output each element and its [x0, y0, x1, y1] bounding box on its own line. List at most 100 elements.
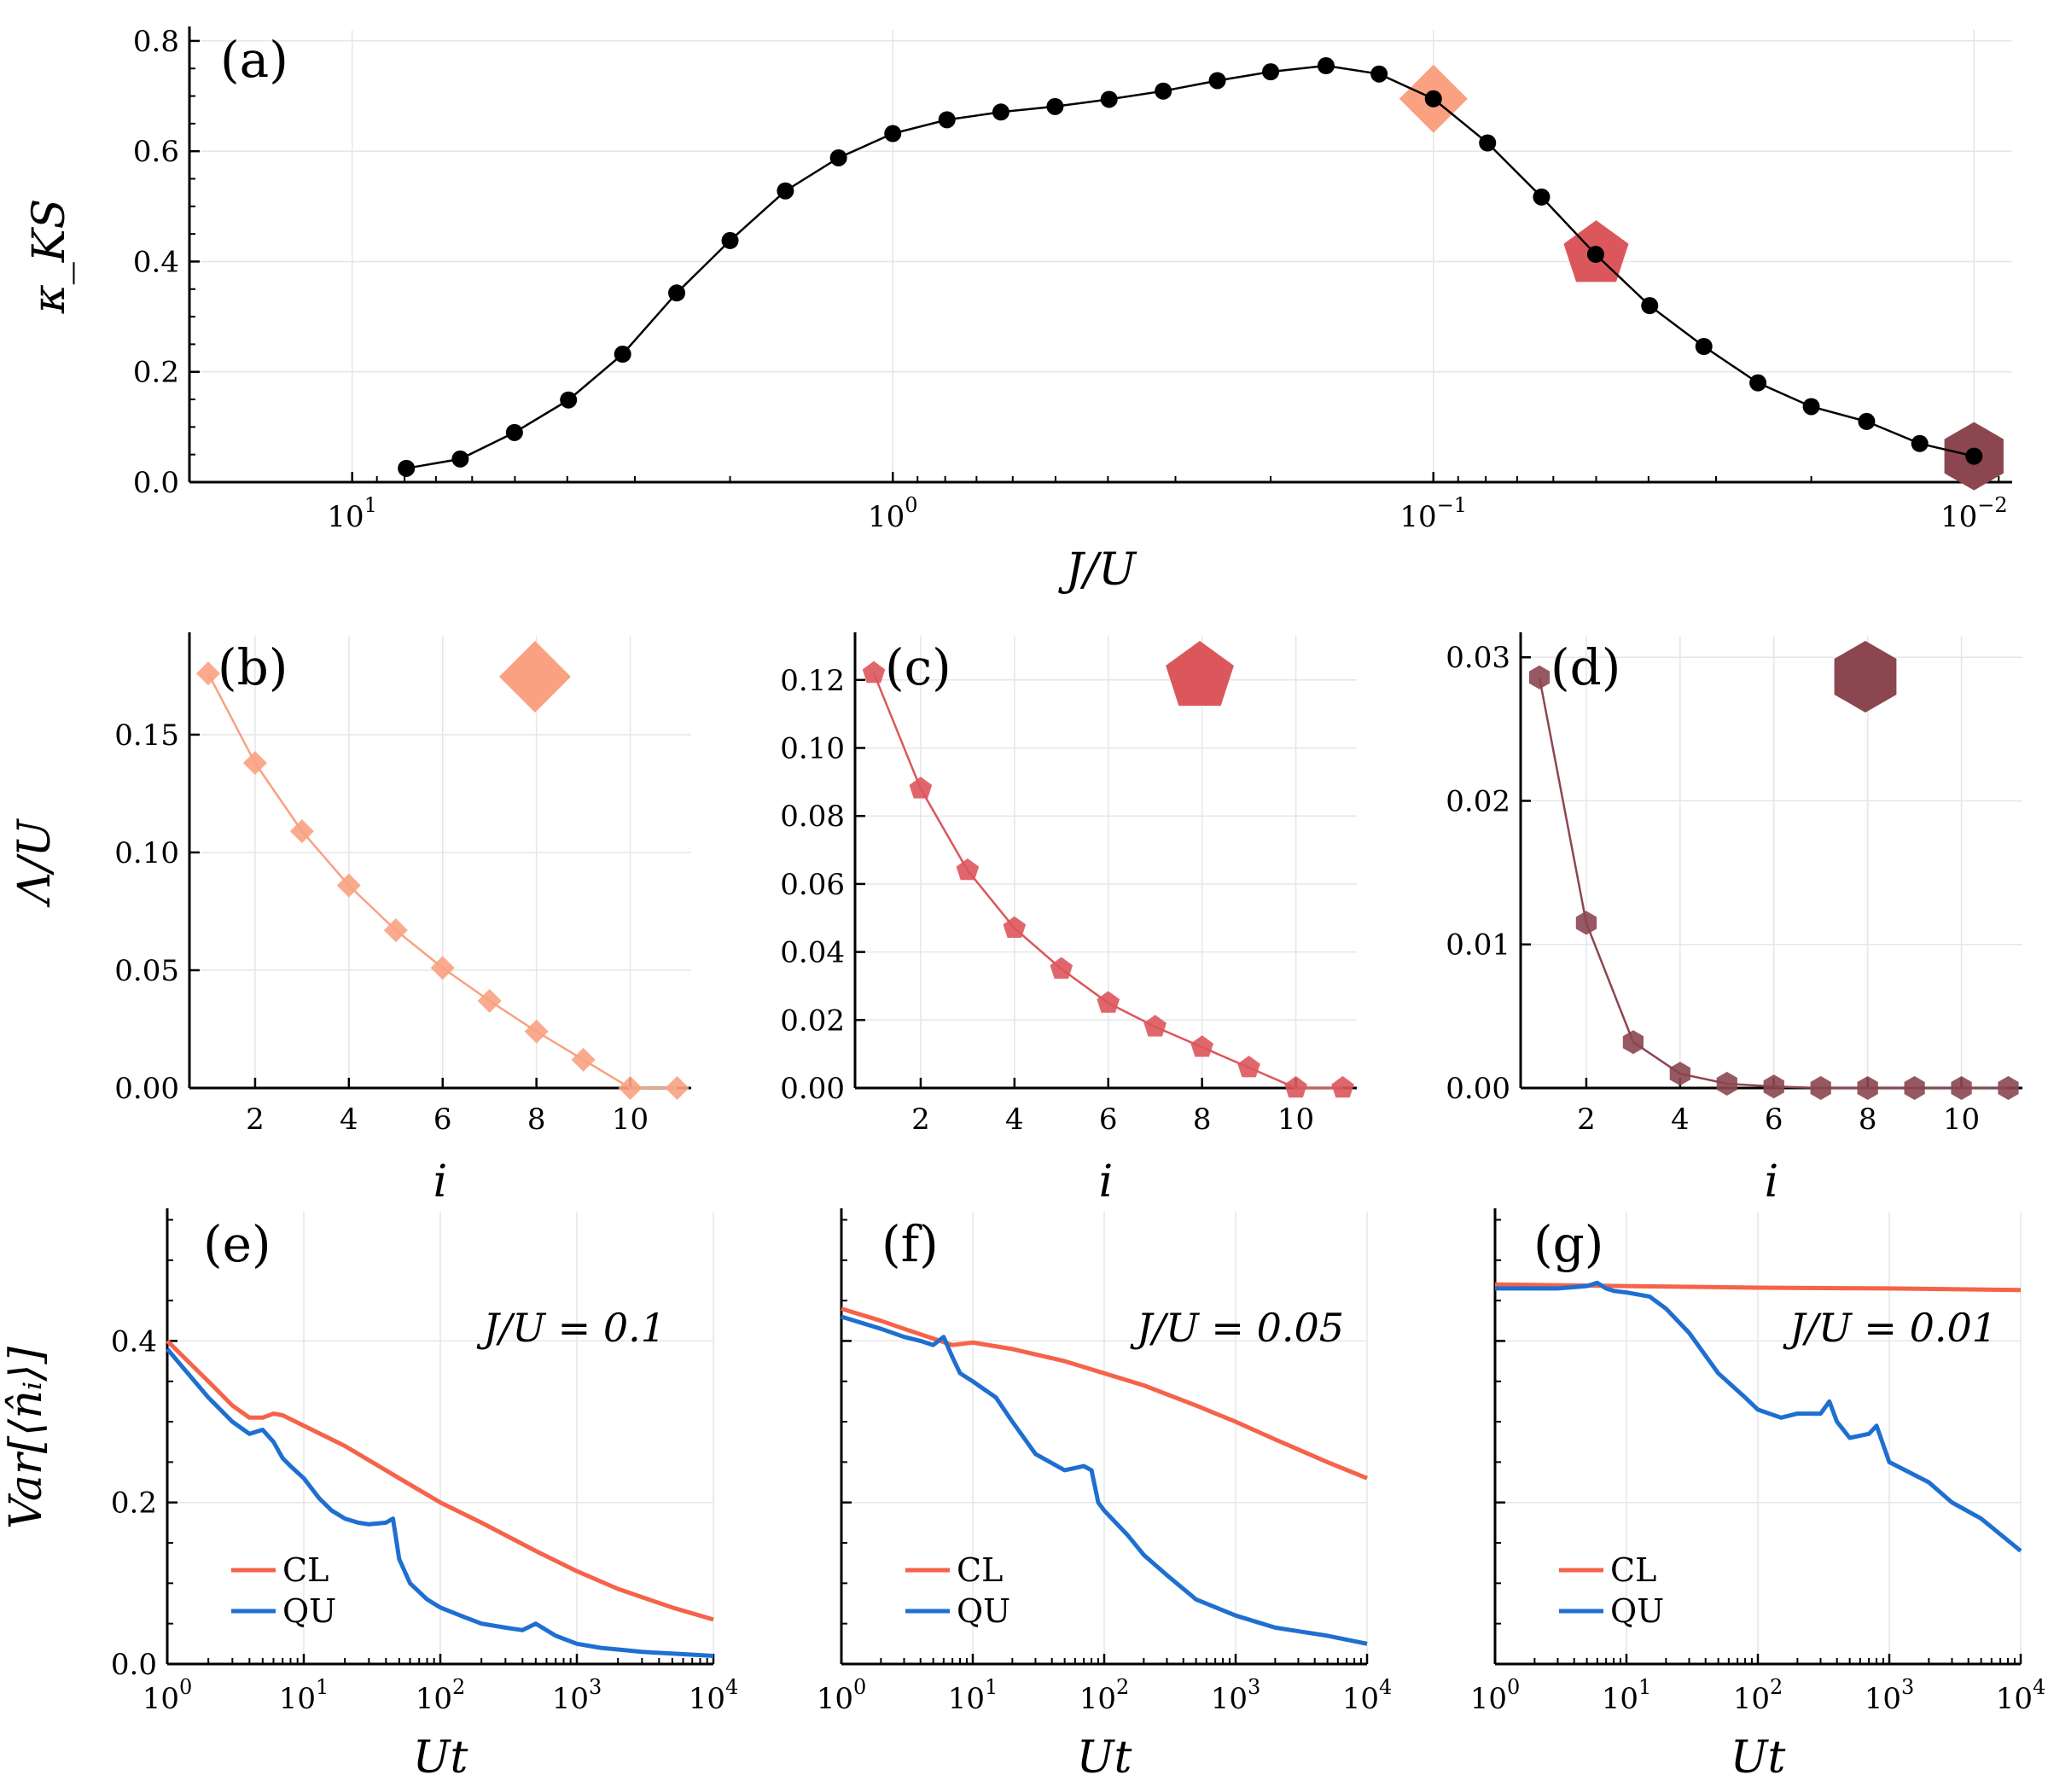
kappa-point	[398, 459, 416, 477]
tick-exp: 1	[364, 493, 377, 517]
x-tick-label: 6	[1765, 1103, 1783, 1137]
panel-d: 2 4 6 8 10 0.00 0.01 0.02 0.03 i (d)	[1446, 632, 2022, 1207]
kappa-point	[668, 284, 686, 302]
x-axis-title: i	[1099, 1156, 1114, 1207]
series-CL	[166, 1339, 714, 1622]
lambda-point	[1143, 1015, 1167, 1037]
x-tick-label: 8	[1193, 1103, 1212, 1137]
kappa-point	[1911, 434, 1929, 452]
y-tick-label: 0.2	[133, 356, 179, 390]
tick-base: 10	[689, 1682, 725, 1716]
lambda-point	[1237, 1056, 1260, 1078]
panel-marker-diamond	[499, 641, 571, 713]
x-tick-label: 102	[1733, 1675, 1783, 1716]
y-tick-label: 0.06	[780, 868, 845, 902]
lambda-point	[618, 1076, 643, 1100]
tick-base: 10	[279, 1682, 316, 1716]
y-tick-label: 0.04	[780, 936, 845, 970]
lambda-point	[524, 1019, 549, 1044]
lambda-point	[336, 873, 361, 898]
lambda-point	[242, 751, 267, 776]
y-tick-label: 0.12	[780, 664, 845, 698]
x-tick-label: 8	[527, 1103, 546, 1137]
lambda-point	[383, 918, 408, 943]
kappa-point	[938, 111, 956, 129]
tick-exp: 0	[853, 1675, 866, 1699]
y-tick-label: 0.01	[1446, 928, 1510, 963]
tick-exp: 4	[1379, 1675, 1392, 1699]
tick-base: 10	[1079, 1682, 1116, 1716]
tick-exp: 1	[985, 1675, 998, 1699]
lambda-point	[1528, 665, 1551, 689]
tick-exp: 0	[1507, 1675, 1520, 1699]
tick-exp: 0	[179, 1675, 192, 1699]
y-tick-label: 0.02	[780, 1004, 845, 1038]
kappa-point	[1802, 398, 1820, 416]
panel-b: 2 4 6 8 10 0.00 0.05 0.10 0.15 i Λ/U (b)	[9, 632, 691, 1207]
lambda-point	[1097, 991, 1120, 1013]
lambda-point	[862, 660, 886, 684]
tick-base: 10	[1470, 1682, 1507, 1716]
lambda-point	[909, 777, 933, 799]
kappa-point	[1749, 374, 1767, 392]
annotation: J/U = 0.01	[1783, 1305, 1997, 1351]
panel-label: (g)	[1533, 1215, 1603, 1273]
legend-label-CL: CL	[1610, 1551, 1656, 1589]
lambda-point	[1763, 1074, 1784, 1099]
kappa-point	[1858, 412, 1876, 430]
lambda-point	[1669, 1062, 1690, 1086]
x-tick-label: 2	[911, 1103, 930, 1137]
lambda-point	[1716, 1072, 1737, 1096]
tick-base: 10	[868, 500, 905, 534]
kappa-point	[614, 346, 631, 364]
kappa-point	[560, 391, 578, 409]
x-tick-label: 103	[1211, 1675, 1261, 1716]
x-tick-label: 100	[868, 493, 918, 534]
y-tick-label: 0.10	[114, 836, 179, 870]
x-tick-label: 104	[1996, 1675, 2046, 1716]
annotation: J/U = 0.05	[1130, 1305, 1344, 1351]
panel-label: (a)	[220, 31, 288, 89]
panel-label: (f)	[881, 1215, 939, 1273]
lambda-point	[1284, 1076, 1307, 1098]
kappa-point	[721, 231, 739, 249]
x-tick-label: 101	[1602, 1675, 1652, 1716]
x-axis-title: J/U	[1058, 544, 1137, 596]
kappa-point	[1317, 57, 1335, 75]
series-CL	[841, 1306, 1368, 1481]
x-tick-label: 102	[416, 1675, 466, 1716]
kappa-point	[1100, 90, 1118, 108]
y-tick-label: 0.6	[133, 135, 179, 169]
y-tick-label: 0.0	[111, 1648, 157, 1682]
tick-base: 10	[327, 500, 364, 534]
x-tick-label: 4	[340, 1103, 358, 1137]
tick-base: 10	[143, 1682, 179, 1716]
y-axis-title: Var[⟨n̂ᵢ⟩]	[1, 1346, 52, 1528]
kappa-point	[1965, 447, 1983, 465]
y-tick-label: 0.8	[133, 25, 179, 59]
tick-base: 10	[817, 1682, 853, 1716]
x-tick-label: 4	[1005, 1103, 1024, 1137]
tick-exp: 1	[1638, 1675, 1651, 1699]
tick-exp: 3	[1901, 1675, 1914, 1699]
tick-base: 10	[1996, 1682, 2033, 1716]
x-tick-label: 8	[1859, 1103, 1877, 1137]
lambda-point	[477, 988, 502, 1013]
tick-base: 10	[948, 1682, 985, 1716]
y-tick-label: 0.2	[111, 1487, 157, 1521]
tick-exp: 0	[905, 493, 917, 517]
tick-base: 10	[1342, 1682, 1379, 1716]
tick-exp: −1	[1437, 493, 1467, 517]
panel-label: (d)	[1551, 638, 1620, 696]
kappa-point	[1479, 134, 1497, 152]
panel-label: (b)	[218, 638, 288, 696]
kappa-point	[1586, 246, 1604, 264]
tick-exp: 3	[1248, 1675, 1260, 1699]
kappa-point	[829, 148, 847, 166]
kappa-point	[884, 125, 902, 143]
y-tick-label: 0.0	[133, 466, 179, 500]
x-tick-label: 102	[1079, 1675, 1130, 1716]
grid-c	[855, 636, 1357, 1089]
